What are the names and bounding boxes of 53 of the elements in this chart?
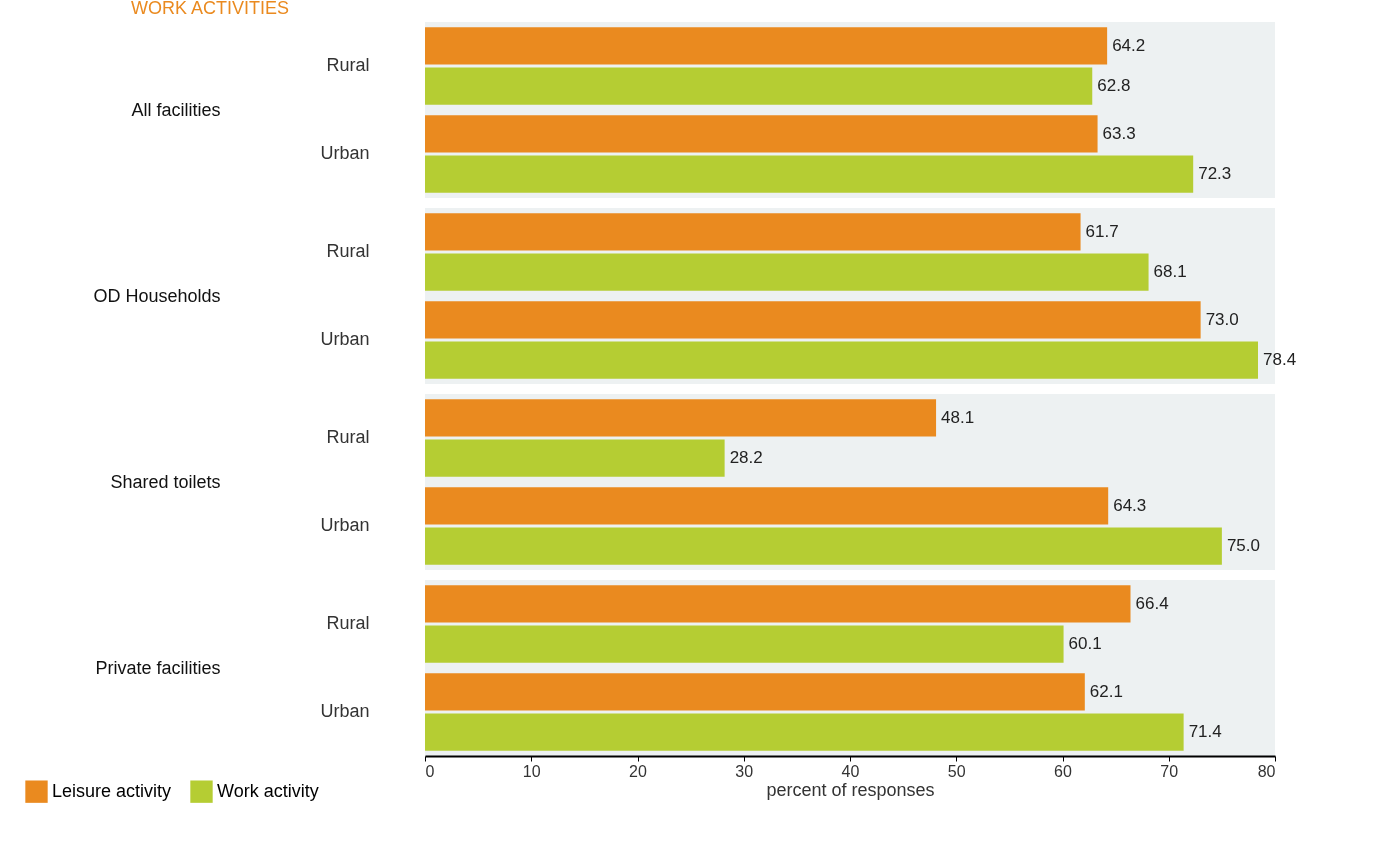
data-label: 28.2: [729, 448, 763, 468]
bar: [425, 253, 1149, 291]
bar: [425, 27, 1108, 65]
data-label: 63.3: [1102, 123, 1136, 143]
x-tick-label: 40: [841, 762, 860, 780]
legend-label: Leisure activity: [52, 780, 172, 801]
text: WORK ACTIVITIES: [130, 0, 289, 18]
data-label: 62.8: [1097, 76, 1131, 96]
data-label: 64.3: [1113, 495, 1147, 515]
x-tick-label: 20: [629, 762, 647, 780]
x-tick-label: 30: [735, 762, 754, 780]
bar: [425, 399, 937, 437]
bar: [425, 115, 1098, 153]
x-tick-label: 0: [425, 762, 435, 780]
y-tick-label: Rural: [326, 55, 370, 75]
data-label: 61.7: [1085, 221, 1119, 241]
y-axis-title: Private facilities: [95, 657, 221, 678]
data-label: 71.4: [1188, 722, 1222, 742]
x-axis-title: percent of responses: [766, 779, 935, 800]
bar: [425, 527, 1222, 565]
y-tick-label: Rural: [326, 427, 370, 447]
y-axis-title: All facilities: [131, 99, 221, 120]
bar: [425, 67, 1093, 105]
data-label: 66.4: [1135, 593, 1169, 613]
y-tick-label: Rural: [326, 613, 370, 633]
x-tick-label: 50: [947, 762, 966, 780]
bar: [425, 301, 1201, 339]
data-label: 62.1: [1089, 681, 1123, 701]
data-label: 78.4: [1263, 350, 1297, 370]
bar: [425, 439, 725, 477]
x-tick-label: 70: [1160, 762, 1179, 780]
data-label: 73.0: [1205, 309, 1239, 329]
y-tick-label: Rural: [326, 241, 370, 261]
x-tick-label: 60: [1054, 762, 1072, 780]
y-tick-label: Urban: [320, 143, 370, 163]
data-label: 68.1: [1153, 262, 1187, 282]
data-label: 64.2: [1112, 35, 1146, 55]
bar: [425, 155, 1194, 193]
x-tick-label: 10: [522, 762, 541, 780]
data-label: 72.3: [1198, 164, 1232, 184]
y-tick-label: Urban: [320, 515, 370, 535]
y-axis-title: OD Households: [93, 285, 221, 306]
bar: [425, 487, 1109, 525]
y-axis-title: Shared toilets: [110, 471, 221, 492]
bar: [425, 213, 1081, 251]
y-tick-label: Urban: [320, 329, 370, 349]
legend-label: Work activity: [217, 780, 319, 801]
x-tick-label: 80: [1257, 762, 1276, 780]
data-label: 48.1: [941, 407, 975, 427]
y-tick-label: Urban: [320, 701, 370, 721]
data-label: 60.1: [1068, 634, 1102, 654]
bar: [425, 341, 1258, 379]
data-label: 75.0: [1226, 536, 1260, 556]
